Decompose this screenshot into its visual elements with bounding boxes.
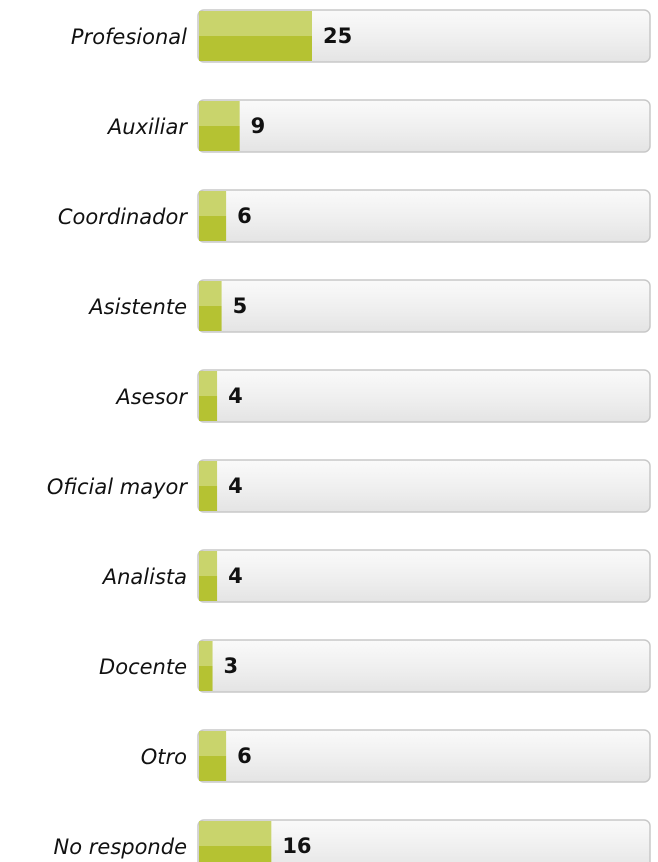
track [197, 369, 651, 423]
category-label: Otro [141, 745, 187, 769]
track [197, 819, 651, 862]
value-label: 3 [224, 654, 239, 678]
bar [199, 281, 222, 331]
category-label: Asistente [87, 295, 187, 319]
category-label: Coordinador [58, 205, 189, 229]
value-label: 5 [233, 294, 248, 318]
value-label: 16 [282, 834, 311, 858]
value-label: 4 [228, 564, 243, 588]
track [197, 639, 651, 693]
value-label: 25 [323, 24, 352, 48]
track [197, 189, 651, 243]
category-label: Auxiliar [106, 115, 188, 139]
bar [199, 821, 272, 862]
category-label: Analista [101, 565, 187, 589]
track [197, 729, 651, 783]
category-label: Oficial mayor [47, 475, 188, 499]
category-label: No responde [54, 835, 187, 859]
track [197, 549, 651, 603]
bar [199, 641, 213, 691]
bar [199, 101, 240, 151]
track [197, 99, 651, 153]
category-label: Asesor [114, 385, 188, 409]
track [197, 279, 651, 333]
bar [199, 551, 218, 601]
value-label: 6 [237, 744, 252, 768]
bar [199, 191, 227, 241]
value-label: 4 [228, 384, 243, 408]
bar [199, 461, 218, 511]
category-label: Docente [99, 655, 187, 679]
bar [199, 11, 312, 61]
bar [199, 731, 227, 781]
bar [199, 371, 218, 421]
track [197, 459, 651, 513]
category-label: Profesional [71, 25, 187, 49]
value-label: 4 [228, 474, 243, 498]
value-label: 6 [237, 204, 252, 228]
value-label: 9 [251, 114, 266, 138]
